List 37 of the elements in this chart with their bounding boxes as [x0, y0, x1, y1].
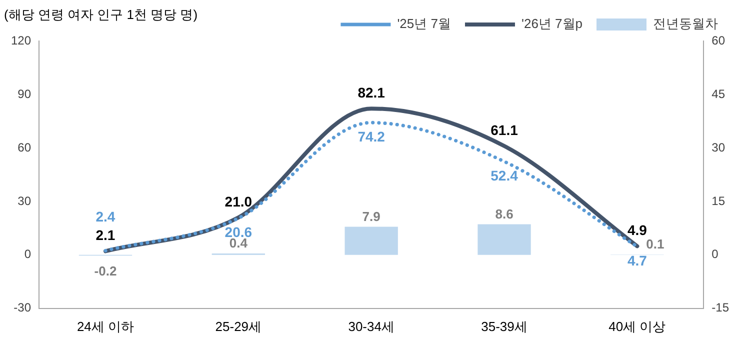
- y-tick-label: 30: [18, 194, 32, 208]
- data-label: 2.1: [96, 227, 116, 244]
- legend-label: '25년 7월: [397, 16, 451, 32]
- data-label: 21.0: [224, 193, 252, 210]
- y-tick-label: -30: [14, 300, 32, 315]
- data-label: 0.1: [646, 236, 664, 252]
- data-label: 0.4: [229, 236, 248, 251]
- x-tick-label: 30-34세: [348, 318, 394, 334]
- y-tick-label: 60: [18, 140, 32, 154]
- x-tick-label: 25-29세: [215, 318, 262, 334]
- y2-tick-label: -15: [712, 300, 730, 315]
- data-label: 82.1: [358, 84, 386, 100]
- x-tick-label: 24세 이하: [76, 318, 134, 334]
- x-tick-label: 35-39세: [481, 318, 528, 334]
- data-label: 7.9: [362, 208, 380, 224]
- y-tick-label: 120: [10, 33, 32, 48]
- y-tick-label: 90: [18, 86, 32, 101]
- data-label: 4.9: [627, 222, 648, 238]
- y2-tick-label: 30: [712, 140, 726, 154]
- data-label: 4.7: [627, 252, 648, 268]
- bar: [344, 226, 398, 255]
- y2-tick-label: 15: [712, 194, 726, 208]
- x-tick-label: 40세 이상: [608, 318, 666, 334]
- bar: [478, 224, 531, 255]
- y2-tick-label: 45: [712, 86, 726, 101]
- data-label: -0.2: [94, 264, 117, 279]
- y-axis-title: (해당 연령 여자 인구 1천 명당 명): [4, 6, 198, 24]
- y-tick-label: 0: [24, 247, 32, 262]
- data-label: 8.6: [495, 206, 514, 222]
- data-label: 61.1: [490, 122, 518, 138]
- legend-label: '26년 7월p: [521, 16, 582, 32]
- data-label: 2.4: [96, 208, 116, 224]
- data-label: 52.4: [490, 167, 518, 184]
- legend-label: 전년동월차: [653, 16, 718, 32]
- data-label: 74.2: [358, 128, 386, 145]
- y2-tick-label: 60: [712, 33, 726, 48]
- y2-tick-label: 0: [712, 247, 719, 262]
